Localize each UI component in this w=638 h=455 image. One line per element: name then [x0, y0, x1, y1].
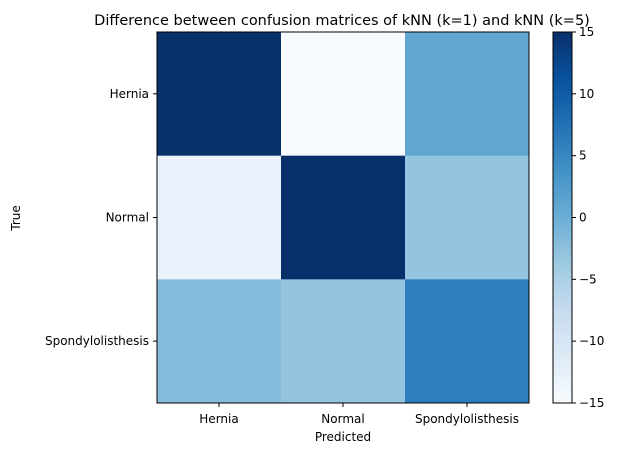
y-tick-label: Normal	[106, 211, 149, 225]
colorbar-tick-label: 15	[579, 25, 594, 39]
colorbar-tick-label: 0	[579, 211, 587, 225]
y-axis-label: True	[9, 205, 23, 232]
colorbar-tick-label: −15	[579, 396, 604, 410]
x-axis-ticks: Hernia Normal Spondylolisthesis	[199, 403, 519, 426]
y-tick-label: Hernia	[110, 87, 149, 101]
heatmap-cell	[281, 155, 406, 280]
colorbar	[552, 31, 573, 404]
heatmap-cell	[405, 155, 530, 280]
colorbar-ticks: −15 −10 −5 0 5 10 15	[572, 25, 604, 410]
x-tick-label: Spondylolisthesis	[415, 412, 519, 426]
heatmap-cells	[157, 32, 530, 404]
heatmap-cell	[157, 279, 282, 404]
heatmap-cell	[405, 279, 530, 404]
y-axis-ticks: Hernia Normal Spondylolisthesis	[45, 87, 157, 348]
heatmap-cell	[157, 32, 282, 157]
x-axis-label: Predicted	[315, 430, 371, 444]
x-tick-label: Hernia	[199, 412, 238, 426]
chart-title: Difference between confusion matrices of…	[94, 13, 590, 29]
heatmap-cell	[281, 279, 406, 404]
heatmap-cell	[281, 32, 406, 157]
heatmap-cell	[405, 32, 530, 157]
colorbar-tick-label: −5	[579, 272, 597, 286]
x-tick-label: Normal	[321, 412, 364, 426]
y-tick-label: Spondylolisthesis	[45, 334, 149, 348]
colorbar-tick-label: −10	[579, 334, 604, 348]
colorbar-tick-label: 5	[579, 149, 587, 163]
heatmap-cell	[157, 155, 282, 280]
colorbar-tick-label: 10	[579, 87, 594, 101]
